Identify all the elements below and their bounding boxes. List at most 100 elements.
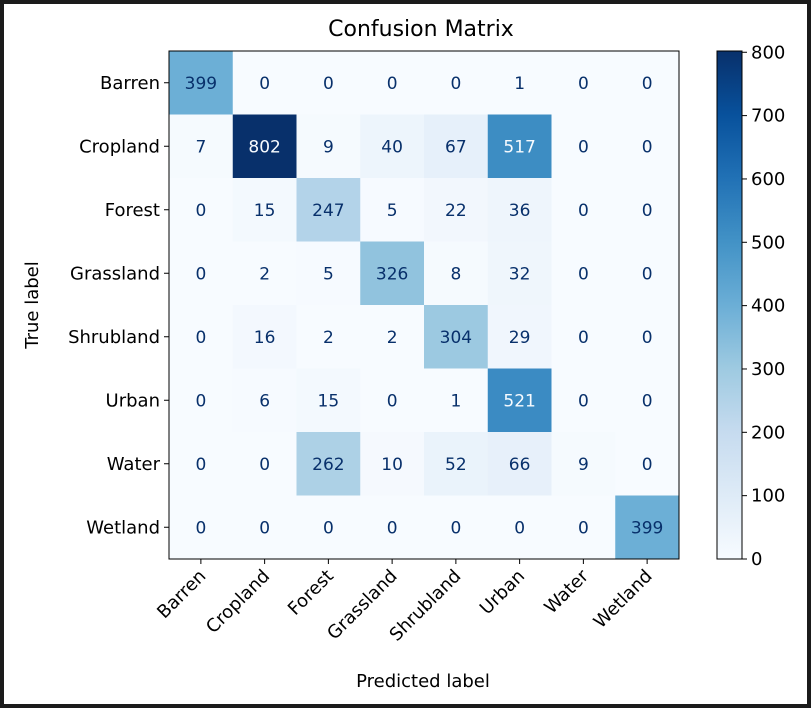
cell-value: 5 <box>387 201 398 221</box>
heatmap-cell <box>296 178 361 242</box>
heatmap-cell <box>169 432 234 496</box>
plot-border <box>168 50 680 560</box>
cell-value: 9 <box>323 137 334 157</box>
heatmap-cell <box>296 114 361 179</box>
heatmap-cell <box>360 178 425 242</box>
heatmap-cell <box>551 114 616 179</box>
confusion-matrix-chart: Confusion Matrix 399 0 0 0 0 1 0 07 802 9 40 67 517 0… <box>22 17 785 692</box>
heatmap-cell <box>424 178 489 242</box>
heatmap-cell <box>296 51 361 115</box>
cell-value: 0 <box>195 518 206 538</box>
heatmap-cell <box>424 114 489 179</box>
cell-value: 2 <box>323 328 334 348</box>
chart-frame: Confusion Matrix 399 0 0 0 0 1 0 0 7 802 9 40 67 517 0… <box>4 4 807 704</box>
heatmap-cell <box>424 305 489 369</box>
heatmap-cell <box>232 241 297 306</box>
heatmap-cell <box>360 495 425 560</box>
cell-value: 15 <box>318 391 340 411</box>
colorbar <box>716 50 743 560</box>
heatmap-cell <box>360 51 425 115</box>
cell-value: 52 <box>445 455 467 475</box>
y-tick-label: Urban <box>106 390 160 411</box>
cell-value: 6 <box>259 391 270 411</box>
heatmap-cell <box>424 432 489 496</box>
cell-value: 1 <box>450 391 461 411</box>
cell-value: 22 <box>445 201 467 221</box>
cell-value: 7 <box>195 137 206 157</box>
cell-value: 0 <box>578 137 589 157</box>
colorbar-tick-label: 800 <box>751 42 785 63</box>
y-tick-label: Wetland <box>86 517 160 538</box>
heatmap-cell <box>615 432 680 496</box>
heatmap-cell <box>232 114 297 179</box>
heatmap-cell <box>296 241 361 306</box>
heatmap-cell <box>296 432 361 496</box>
heatmap-cell <box>615 368 680 433</box>
colorbar-tick-label: 700 <box>751 106 785 127</box>
colorbar-ticks: 0 100 200 300 400 500 600 700 800 <box>742 42 785 570</box>
heatmap-cell <box>551 368 616 433</box>
cell-value: 0 <box>642 455 653 475</box>
cell-value: 0 <box>578 391 589 411</box>
cell-value: 0 <box>578 201 589 221</box>
cell-value: 0 <box>387 518 398 538</box>
cell-value: 10 <box>381 455 403 475</box>
colorbar-tick-label: 600 <box>751 169 785 190</box>
cell-value: 16 <box>254 328 276 348</box>
cell-value: 40 <box>381 137 403 157</box>
heatmap-cell <box>360 368 425 433</box>
heatmap-cell <box>424 495 489 560</box>
cell-value: 0 <box>578 74 589 94</box>
cell-value: 517 <box>503 137 535 157</box>
heatmap-cell <box>296 368 361 433</box>
cell-value: 8 <box>450 264 461 284</box>
cell-value: 15 <box>254 201 276 221</box>
cell-value: 2 <box>387 328 398 348</box>
colorbar-tick-label: 300 <box>751 359 785 380</box>
cell-value: 399 <box>631 518 663 538</box>
cell-value: 67 <box>445 137 467 157</box>
heatmap-cell <box>551 495 616 560</box>
cell-value: 0 <box>195 264 206 284</box>
cell-value: 0 <box>195 201 206 221</box>
heatmap-cells <box>169 51 680 560</box>
cell-value: 32 <box>509 264 531 284</box>
heatmap-cell <box>487 51 552 115</box>
heatmap-cell <box>296 495 361 560</box>
heatmap-cell <box>487 241 552 306</box>
cell-value: 0 <box>578 264 589 284</box>
heatmap-cell <box>487 114 552 179</box>
cell-value: 0 <box>259 74 270 94</box>
y-axis-label: True label <box>22 261 43 350</box>
heatmap-cell <box>615 51 680 115</box>
heatmap-cell <box>615 178 680 242</box>
cell-value: 0 <box>450 74 461 94</box>
heatmap-cell <box>551 305 616 369</box>
colorbar-tick-label: 100 <box>751 486 785 507</box>
x-tick-label: Urban <box>476 566 529 619</box>
heatmap-cell <box>487 432 552 496</box>
cell-value: 521 <box>503 391 535 411</box>
heatmap-cell <box>232 495 297 560</box>
heatmap-cell <box>232 178 297 242</box>
cell-value: 9 <box>578 455 589 475</box>
x-tick-label: Cropland <box>202 566 274 638</box>
y-tick-label: Grassland <box>70 263 160 284</box>
cell-value: 36 <box>509 201 531 221</box>
heatmap-cell <box>487 368 552 433</box>
cell-value: 2 <box>259 264 270 284</box>
cell-value: 0 <box>195 391 206 411</box>
heatmap-cell <box>169 495 234 560</box>
cell-value: 0 <box>578 518 589 538</box>
y-axis-ticks: Barren Cropland Forest Grassland Shrubland Ur… <box>68 73 169 538</box>
heatmap-cell <box>232 432 297 496</box>
cell-value: 0 <box>387 391 398 411</box>
chart-title: Confusion Matrix <box>328 17 514 42</box>
heatmap-cell <box>487 495 552 560</box>
cell-value: 0 <box>450 518 461 538</box>
x-tick-label: Forest <box>284 566 338 620</box>
cell-value: 0 <box>259 455 270 475</box>
heatmap-cell <box>424 241 489 306</box>
heatmap-cell <box>615 241 680 306</box>
